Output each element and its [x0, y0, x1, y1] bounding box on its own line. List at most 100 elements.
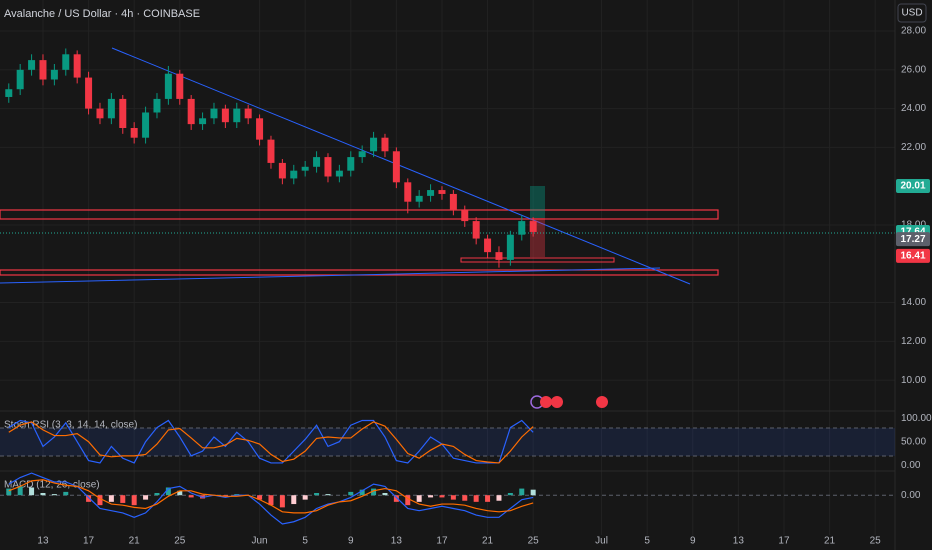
- macd-bar: [279, 495, 285, 508]
- macd-bar: [473, 495, 479, 502]
- macd-bar: [359, 489, 365, 496]
- macd-bar: [257, 495, 263, 500]
- candle-body: [199, 118, 207, 125]
- macd-bar: [97, 495, 103, 506]
- chart-title: Avalanche / US Dollar · 4h · COINBASE: [4, 8, 200, 20]
- macd-bar: [439, 495, 445, 498]
- candle-body: [484, 238, 492, 253]
- candle-body: [50, 69, 58, 80]
- y-tick-label: 10.00: [901, 375, 926, 386]
- macd-bar: [268, 495, 274, 506]
- event-icon: [540, 396, 552, 408]
- candle-body: [529, 221, 537, 232]
- macd-bar: [291, 495, 297, 505]
- price-label: 17.64: [900, 227, 925, 238]
- macd-bar: [416, 495, 422, 502]
- candle-body: [39, 60, 47, 80]
- candle-body: [153, 98, 161, 113]
- macd-bar: [450, 495, 456, 500]
- macd-bar: [519, 488, 525, 496]
- grid: [0, 0, 895, 535]
- x-tick-label: 21: [129, 536, 141, 547]
- macd-bar: [131, 495, 137, 506]
- candle-body: [461, 209, 469, 222]
- event-icon: [551, 396, 563, 408]
- macd-bar: [405, 495, 411, 506]
- x-tick-label: 25: [870, 536, 882, 547]
- x-tick-label: 5: [644, 536, 650, 547]
- x-tick-label: 13: [37, 536, 49, 547]
- indicator-line: [8, 421, 534, 464]
- x-tick-label: 17: [83, 536, 95, 547]
- y-tick-label: 24.00: [901, 103, 926, 114]
- candle-body: [358, 151, 366, 158]
- macd-bar: [325, 494, 331, 496]
- x-tick-label: Jun: [252, 536, 268, 547]
- candle-body: [313, 157, 321, 167]
- x-tick-label: 21: [482, 536, 494, 547]
- y-tick-label: 28.00: [901, 26, 926, 37]
- macd-bar: [177, 490, 183, 496]
- x-tick-label: Jul: [595, 536, 608, 547]
- macd-bar: [63, 491, 69, 496]
- macd-bar: [530, 489, 536, 496]
- candle-body: [301, 166, 309, 171]
- y-tick-label: 14.00: [901, 297, 926, 308]
- macd-bar: [86, 495, 92, 502]
- candle-body: [16, 69, 24, 90]
- price-label: 16.41: [900, 250, 925, 261]
- candle-body: [472, 221, 480, 239]
- currency[interactable]: USD: [901, 8, 922, 19]
- currency-button[interactable]: [897, 3, 927, 23]
- x-tick-label: 9: [348, 536, 354, 547]
- y-tick-label: 0.00: [901, 490, 921, 501]
- indicator-line: [8, 479, 534, 514]
- candle-body: [518, 221, 526, 235]
- macd-bar: [108, 495, 114, 502]
- candle-body: [85, 77, 93, 109]
- macd-bar: [17, 486, 23, 496]
- candle-body: [392, 151, 400, 183]
- candle-body: [164, 73, 172, 99]
- candle-body: [278, 162, 286, 179]
- candle-body: [142, 112, 150, 138]
- candle-body: [415, 195, 423, 202]
- candle-body: [449, 193, 457, 210]
- price-label-bg: [896, 248, 930, 263]
- candle-body: [495, 252, 503, 260]
- indicator-line: [8, 472, 534, 525]
- macd-bar: [485, 495, 491, 502]
- candle-body: [5, 89, 13, 97]
- candle-body: [130, 128, 138, 138]
- trendline: [0, 267, 661, 284]
- price-label: 17.27: [900, 234, 925, 245]
- y-tick-label: 26.00: [901, 64, 926, 75]
- indicator-line: [8, 419, 534, 464]
- y-tick-label: 12.00: [901, 336, 926, 347]
- candle-body: [244, 108, 252, 119]
- price-label: 20.01: [900, 181, 925, 192]
- macd-bar: [462, 495, 468, 501]
- macd-bar: [51, 494, 57, 496]
- candle-body: [119, 98, 127, 129]
- candle-body: [324, 157, 332, 177]
- macd-bar: [371, 488, 377, 496]
- y-tick-label: 22.00: [901, 142, 926, 153]
- candle-body: [107, 98, 115, 119]
- x-tick-label: 25: [174, 536, 186, 547]
- price-label-bg: [896, 178, 930, 193]
- x-tick-label: 17: [436, 536, 448, 547]
- macd-bar: [496, 495, 502, 501]
- indicator-title: Stoch RSI (3, 3, 14, 14, close): [4, 420, 137, 431]
- event-icon: [596, 396, 608, 408]
- x-tick-label: 21: [824, 536, 836, 547]
- macd-bar: [188, 495, 194, 498]
- macd-bar: [40, 493, 46, 496]
- support-box: [460, 257, 615, 263]
- candle-body: [438, 190, 446, 194]
- macd-bar: [348, 491, 354, 496]
- candle-body: [176, 73, 184, 99]
- x-tick-label: 17: [778, 536, 790, 547]
- macd-bar: [382, 493, 388, 496]
